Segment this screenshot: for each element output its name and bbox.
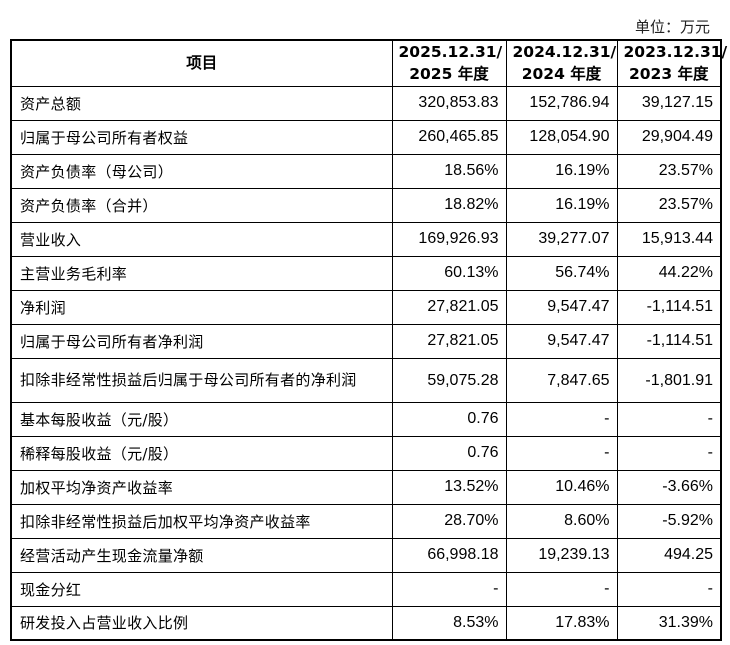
row-value: -1,114.51 (616, 323, 722, 359)
row-value: - (616, 435, 722, 471)
row-value: -1,114.51 (616, 289, 722, 325)
row-value: -1,801.91 (616, 357, 722, 403)
table-row: 主营业务毛利率 60.13% 56.74% 44.22% (10, 255, 722, 291)
row-value: 31.39% (616, 605, 722, 641)
row-value: - (505, 435, 618, 471)
header-period-2024: 2024.12.31/ 2024 年度 (505, 39, 618, 87)
row-label: 归属于母公司所有者净利润 (10, 323, 393, 359)
table-row: 经营活动产生现金流量净额 66,998.18 19,239.13 494.25 (10, 537, 722, 573)
row-value: - (391, 571, 507, 607)
table-row: 营业收入 169,926.93 39,277.07 15,913.44 (10, 221, 722, 257)
row-value: 23.57% (616, 153, 722, 189)
header-period-year: 2024 年度 (521, 65, 602, 84)
row-value: 15,913.44 (616, 221, 722, 257)
table-row: 基本每股收益（元/股） 0.76- - (10, 401, 722, 437)
header-period-date: 2024.12.31/ (512, 43, 617, 62)
header-period-date: 2025.12.31/ (398, 43, 503, 62)
row-value: 128,054.90 (505, 119, 618, 155)
row-value: 28.70% (391, 503, 507, 539)
row-label: 扣除非经常性损益后归属于母公司所有者的净利润 (10, 357, 393, 403)
table-row: 加权平均净资产收益率 13.52% 10.46% -3.66% (10, 469, 722, 505)
row-value: 7,847.65 (505, 357, 618, 403)
row-value: - (616, 401, 722, 437)
row-value: 66,998.18 (391, 537, 507, 573)
row-label: 研发投入占营业收入比例 (10, 605, 393, 641)
row-value: 16.19% (505, 187, 618, 223)
row-label: 资产总额 (10, 85, 393, 121)
row-value: 0.76 (391, 401, 507, 437)
row-value: 27,821.05 (391, 289, 507, 325)
row-value: 9,547.47 (505, 323, 618, 359)
table-row: 稀释每股收益（元/股） 0.76- - (10, 435, 722, 471)
row-value: 44.22% (616, 255, 722, 291)
row-value: 13.52% (391, 469, 507, 505)
row-label: 扣除非经常性损益后加权平均净资产收益率 (10, 503, 393, 539)
row-label: 净利润 (10, 289, 393, 325)
table-row: 资产总额 320,853.83 152,786.94 39,127.15 (10, 85, 722, 121)
row-label: 经营活动产生现金流量净额 (10, 537, 393, 573)
row-value: 18.56% (391, 153, 507, 189)
row-value: 169,926.93 (391, 221, 507, 257)
row-value: - (505, 401, 618, 437)
table-row: 扣除非经常性损益后加权平均净资产收益率 28.70% 8.60% -5.92% (10, 503, 722, 539)
row-label: 资产负债率（母公司） (10, 153, 393, 189)
row-value: 0.76 (391, 435, 507, 471)
row-value: 10.46% (505, 469, 618, 505)
row-value: 23.57% (616, 187, 722, 223)
table-row: 研发投入占营业收入比例 8.53% 17.83% 31.39% (10, 605, 722, 641)
row-label: 基本每股收益（元/股） (10, 401, 393, 437)
row-value: 9,547.47 (505, 289, 618, 325)
unit-label: 单位：万元 (634, 18, 710, 36)
header-period-year: 2023 年度 (628, 65, 709, 84)
header-period-2025: 2025.12.31/ 2025 年度 (391, 39, 507, 87)
table-row: 归属于母公司所有者权益 260,465.85 128,054.90 29,904.49 (10, 119, 722, 155)
row-label: 现金分红 (10, 571, 393, 607)
header-period-date: 2023.12.31/ (623, 43, 728, 62)
row-value: 59,075.28 (391, 357, 507, 403)
row-value: 18.82% (391, 187, 507, 223)
row-label: 营业收入 (10, 221, 393, 257)
row-value: 19,239.13 (505, 537, 618, 573)
row-value: 152,786.94 (505, 85, 618, 121)
row-value: 56.74% (505, 255, 618, 291)
table-header-row: 项目 2025.12.31/ 2025 年度 2024.12.31/ 2024 … (10, 39, 728, 87)
row-value: - (505, 571, 618, 607)
row-value: 60.13% (391, 255, 507, 291)
table-body: 资产总额 320,853.83 152,786.94 39,127.15 归属于母公司所… (10, 85, 722, 641)
row-value: 16.19% (505, 153, 618, 189)
row-value: 260,465.85 (391, 119, 507, 155)
row-value: 320,853.83 (391, 85, 507, 121)
row-value: 39,127.15 (616, 85, 722, 121)
row-value: 29,904.49 (616, 119, 722, 155)
table-row: 资产负债率（合并） 18.82% 16.19% 23.57% (10, 187, 722, 223)
row-value: -3.66% (616, 469, 722, 505)
row-value: 27,821.05 (391, 323, 507, 359)
row-value: 8.60% (505, 503, 618, 539)
table-row: 归属于母公司所有者净利润 27,821.05 9,547.47 -1,114.51 (10, 323, 722, 359)
table-row: 扣除非经常性损益后归属于母公司所有者的净利润 59,075.28 7,847.65-… (10, 357, 722, 403)
table-row: 资产负债率（母公司） 18.56% 16.19% 23.57% (10, 153, 722, 189)
financial-table: 项目 2025.12.31/ 2025 年度 2024.12.31/ 2024 … (10, 39, 728, 641)
row-value: -5.92% (616, 503, 722, 539)
row-value: 39,277.07 (505, 221, 618, 257)
table-row: 现金分红 - - - (10, 571, 722, 607)
header-period-year: 2025 年度 (409, 65, 489, 84)
header-period-2023: 2023.12.31/ 2023 年度 (616, 39, 728, 87)
row-value: - (616, 571, 722, 607)
row-label: 稀释每股收益（元/股） (10, 435, 393, 471)
row-value: 8.53% (391, 605, 507, 641)
table-row: 净利润 27,821.05 9,547.47 -1,114.51 (10, 289, 722, 325)
row-value: 494.25 (616, 537, 722, 573)
header-item: 项目 (10, 39, 393, 87)
row-label: 加权平均净资产收益率 (10, 469, 393, 505)
row-label: 归属于母公司所有者权益 (10, 119, 393, 155)
row-label: 主营业务毛利率 (10, 255, 393, 291)
row-label: 资产负债率（合并） (10, 187, 393, 223)
row-value: 17.83% (505, 605, 618, 641)
